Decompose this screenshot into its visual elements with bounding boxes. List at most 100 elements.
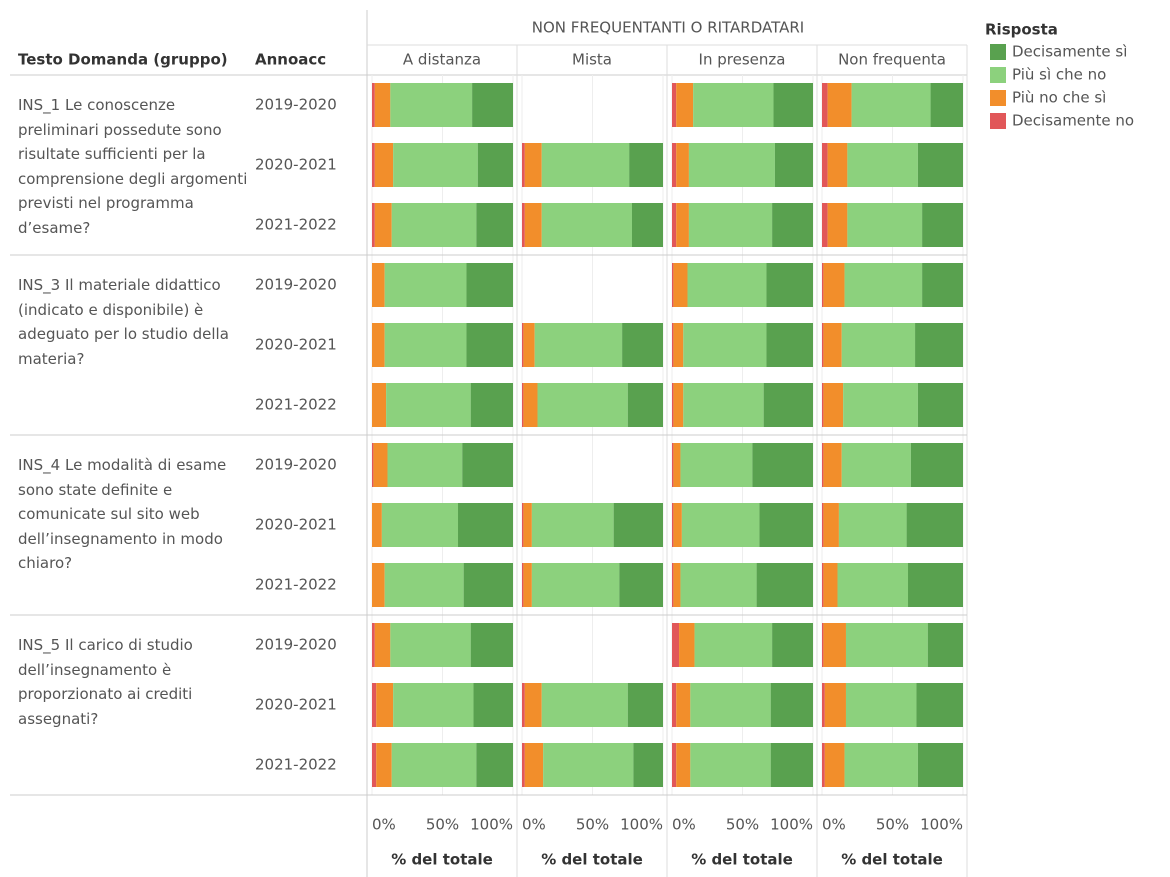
year-label: 2021-2022 <box>255 756 337 774</box>
bar-segment <box>476 203 513 247</box>
bar-segment <box>915 323 963 367</box>
bar-segment <box>827 143 848 187</box>
bar-segment <box>673 383 684 427</box>
bar-segment <box>629 143 663 187</box>
bar-segment <box>386 383 471 427</box>
bar-segment <box>927 623 963 667</box>
bar-segment <box>524 683 542 727</box>
bar-segment <box>910 443 963 487</box>
x-axis-label: % del totale <box>541 851 643 869</box>
bar-segment <box>473 683 513 727</box>
x-tick-label: 100% <box>770 816 813 834</box>
question-label: INS_4 Le modalità di esame sono state de… <box>18 456 227 572</box>
bar-segment <box>372 143 375 187</box>
x-tick-label: 50% <box>726 816 759 834</box>
bar-segment <box>374 623 391 667</box>
bar-segment <box>822 383 824 427</box>
bar-segment <box>522 383 524 427</box>
bar-segment <box>672 383 674 427</box>
bar-segment <box>690 743 771 787</box>
column-header: A distanza <box>403 51 481 69</box>
bar-segment <box>683 383 764 427</box>
bar-segment <box>672 203 677 247</box>
bar-segment <box>376 683 394 727</box>
bar-segment <box>827 203 848 247</box>
bar-segment <box>524 743 544 787</box>
bar-segment <box>477 143 513 187</box>
bar-segment <box>822 83 828 127</box>
bar-segment <box>752 443 813 487</box>
bar-segment <box>374 83 391 127</box>
bar-segment <box>824 683 846 727</box>
chart-header: NON FREQUENTANTI O RITARDATARI <box>532 19 804 37</box>
column-header: In presenza <box>699 51 786 69</box>
bar-segment <box>690 683 771 727</box>
bar-segment <box>522 323 524 367</box>
bar-segment <box>672 323 674 367</box>
bar-segment <box>822 743 825 787</box>
bar-segment <box>930 83 963 127</box>
bar-segment <box>676 743 691 787</box>
bar-segment <box>688 203 773 247</box>
bar-segment <box>823 323 842 367</box>
legend-swatch <box>990 67 1006 83</box>
x-tick-label: 0% <box>372 816 396 834</box>
bar-segment <box>676 83 694 127</box>
bar-segment <box>384 323 467 367</box>
bar-segment <box>462 443 513 487</box>
bar-segment <box>822 503 824 547</box>
bar-segment <box>766 263 813 307</box>
x-tick-label: 0% <box>522 816 546 834</box>
bar-segment <box>672 443 674 487</box>
bar-segment <box>531 563 620 607</box>
bar-segment <box>766 323 813 367</box>
bar-segment <box>372 503 382 547</box>
bar-segment <box>822 683 825 727</box>
bar-segment <box>759 503 813 547</box>
bar-segment <box>922 263 963 307</box>
bar-segment <box>672 263 674 307</box>
bar-segment <box>372 383 387 427</box>
bar-segment <box>823 443 842 487</box>
bar-segment <box>476 743 513 787</box>
bar-segment <box>372 323 385 367</box>
bar-segment <box>917 743 963 787</box>
bar-segment <box>384 263 467 307</box>
bar-segment <box>627 383 663 427</box>
legend-swatch <box>990 90 1006 106</box>
year-label: 2021-2022 <box>255 576 337 594</box>
bar-segment <box>917 143 963 187</box>
bar-segment <box>851 83 931 127</box>
bar-segment <box>472 83 513 127</box>
bar-segment <box>523 563 532 607</box>
bar-segment <box>522 203 525 247</box>
bar-segment <box>676 143 689 187</box>
row-header: Annoacc <box>255 51 326 69</box>
question-label: INS_3 Il materiale didattico (indicato e… <box>18 276 229 368</box>
bar-segment <box>770 743 813 787</box>
legend-title: Risposta <box>985 21 1058 39</box>
bar-segment <box>822 263 824 307</box>
bar-segment <box>374 203 392 247</box>
bar-segment <box>470 623 513 667</box>
bar-segment <box>524 143 542 187</box>
year-label: 2019-2020 <box>255 636 337 654</box>
bar-segment <box>823 263 845 307</box>
bar-segment <box>916 683 963 727</box>
bar-segment <box>679 623 695 667</box>
bar-segment <box>381 503 459 547</box>
bar-segment <box>523 383 538 427</box>
bar-segment <box>372 563 385 607</box>
x-tick-label: 0% <box>822 816 846 834</box>
bar-segment <box>694 623 773 667</box>
bar-segment <box>541 143 630 187</box>
bar-segment <box>613 503 663 547</box>
bar-segment <box>774 143 813 187</box>
legend-label: Decisamente no <box>1012 112 1134 130</box>
bar-segment <box>770 683 813 727</box>
bar-segment <box>822 623 824 667</box>
bar-segment <box>387 443 463 487</box>
bar-segment <box>922 203 963 247</box>
bar-segment <box>680 443 753 487</box>
